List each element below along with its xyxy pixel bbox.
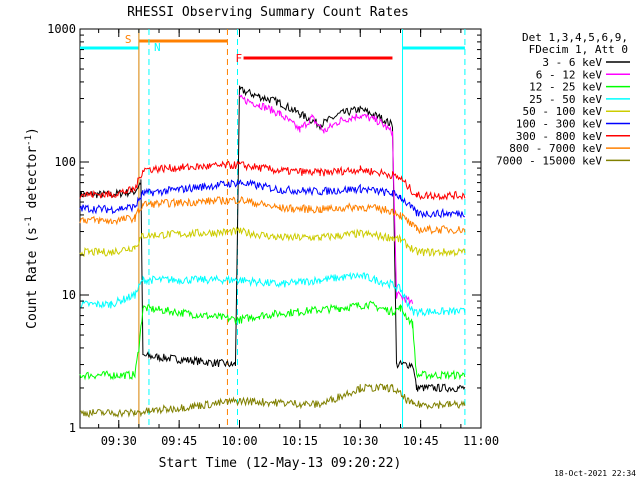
x-tick-label: 11:00 — [463, 434, 499, 448]
x-tick-label: 10:45 — [403, 434, 439, 448]
legend: Det 1,3,4,5,6,9, FDecim 1, Att 0 3 - 6 k… — [496, 31, 630, 167]
series-line — [79, 178, 465, 219]
x-tick-label: 10:30 — [342, 434, 378, 448]
y-axis-label-end: ) — [25, 127, 40, 135]
y-axis-label-sup2: -1 — [24, 135, 34, 146]
series-line — [79, 226, 466, 258]
series-line — [79, 85, 466, 393]
legend-header-line-2: FDecim 1, Att 0 — [529, 43, 628, 56]
series-line — [79, 300, 466, 381]
x-axis-ticks: 09:30 09:45 10:00 10:15 10:30 10:45 11:00 — [98, 29, 499, 448]
legend-item-label: 7000 - 15000 keV — [496, 154, 602, 167]
legend-item-label: 50 - 100 keV — [523, 105, 603, 118]
y-axis-label-main: Count Rate (s — [25, 227, 40, 329]
series-line — [79, 160, 466, 201]
legend-item-label: 800 - 7000 keV — [509, 142, 602, 155]
marker-label-f: F — [236, 52, 243, 65]
series-layer — [79, 85, 466, 419]
footer-timestamp: 18-Oct-2021 22:34 — [554, 469, 636, 478]
legend-item-label: 100 - 300 keV — [516, 118, 602, 131]
y-tick-label: 1 — [69, 421, 76, 435]
x-tick-label: 09:30 — [101, 434, 137, 448]
y-axis-label: Count Rate (s-1 detector-1) — [24, 127, 40, 329]
y-axis-ticks: 1 10 100 1000 — [47, 22, 481, 435]
series-line — [79, 271, 466, 318]
series-line — [79, 196, 466, 235]
marker-label-s: S — [125, 33, 132, 46]
time-markers: S N F — [80, 29, 466, 428]
plot-frame — [79, 28, 482, 429]
x-axis-label: Start Time (12-May-13 09:20:22) — [159, 456, 402, 471]
series-line — [79, 383, 466, 419]
legend-item-label: 12 - 25 keV — [529, 81, 602, 94]
marker-label-n: N — [154, 41, 161, 54]
plot-area: SNF 09:30 09:45 10:00 10:15 10:30 10:45 11:00 … — [47, 22, 499, 448]
x-tick-label: 10:00 — [221, 434, 257, 448]
y-tick-label: 1000 — [47, 22, 76, 36]
series-line — [239, 94, 414, 306]
legend-item-label: 3 - 6 keV — [542, 56, 602, 69]
chart-title: RHESSI Observing Summary Count Rates — [127, 5, 409, 20]
legend-item-label: 300 - 800 keV — [516, 130, 602, 143]
y-axis-label-mid: detector — [25, 146, 40, 217]
legend-item-label: 6 - 12 keV — [536, 68, 603, 81]
y-tick-label: 10 — [62, 288, 76, 302]
y-axis-label-sup1: -1 — [24, 216, 34, 227]
x-tick-label: 10:15 — [282, 434, 318, 448]
legend-header-line-1: Det 1,3,4,5,6,9, — [522, 31, 628, 44]
x-tick-label: 09:45 — [161, 434, 197, 448]
legend-item-label: 25 - 50 keV — [529, 93, 602, 106]
y-tick-label: 100 — [54, 155, 76, 169]
